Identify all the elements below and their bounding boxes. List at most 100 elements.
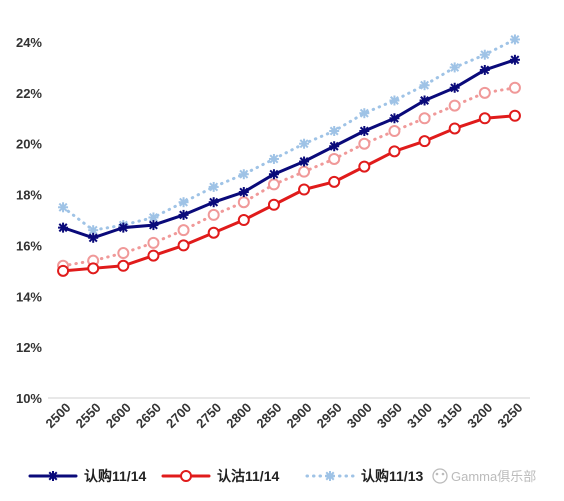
data-point [418,135,431,148]
data-point [88,225,99,236]
series-line [61,58,517,240]
data-point [448,122,461,135]
y-tick-label: 10% [16,391,42,406]
data-point [147,249,160,262]
data-point [118,222,129,233]
x-tick-label: 2600 [103,400,134,431]
data-point [388,125,401,137]
data-point [358,137,371,150]
watermark: Gamma俱乐部 [432,468,536,484]
x-tick-label: 3200 [464,400,495,431]
data-point [177,239,190,252]
data-point [178,209,189,220]
data-point [328,175,341,188]
data-point [87,262,100,275]
legend-label: 认购11/14 [84,468,146,484]
data-point [299,156,310,167]
data-point [57,264,70,277]
series-line [61,114,517,273]
data-point [299,138,310,149]
x-tick-label: 2750 [193,400,224,431]
data-point [509,34,520,45]
data-point [419,95,430,106]
series-2 [58,34,520,236]
x-tick-label: 2500 [43,400,74,431]
legend-item: 认沽11/14 [161,468,279,484]
data-point [148,220,159,231]
legend-item: 认购11/13 [305,468,423,484]
data-point [449,62,460,73]
data-point [419,80,430,91]
legend-marker [180,470,192,482]
legend: 认购11/14 认沽11/14 认购11/13 [28,468,423,484]
wechat-icon-dot [435,472,439,476]
data-point [478,112,491,125]
series-line [61,86,517,268]
data-point [207,226,220,239]
data-point [298,183,311,196]
data-point [329,141,340,152]
y-tick-label: 24% [16,35,42,50]
data-point [88,232,99,243]
data-point [359,126,370,136]
data-point [389,95,400,106]
data-point [328,152,341,165]
data-point [208,181,219,192]
data-point [449,82,460,93]
data-point [177,224,190,237]
wechat-icon [432,468,448,484]
data-point [207,208,220,221]
y-tick-label: 16% [16,238,42,253]
data-point [479,64,490,75]
x-tick-label: 2900 [284,400,315,431]
legend-marker [325,471,335,481]
series-0 [58,54,520,243]
y-tick-label: 22% [16,86,42,101]
data-point [178,197,189,208]
data-point [329,126,340,136]
y-tick-label: 14% [16,289,42,304]
legend-label: 认沽11/14 [217,468,279,484]
wechat-icon-dot [441,472,445,476]
data-point [117,259,130,272]
data-point [448,99,461,112]
x-tick-label: 3250 [494,400,525,431]
y-tick-label: 20% [16,137,42,152]
x-tick-label: 3150 [434,400,465,431]
data-point [298,165,311,178]
legend-label: 认购11/13 [361,468,423,484]
data-point [238,187,249,198]
x-tick-label: 2550 [73,400,104,431]
x-axis: 2500 2550 2600 2650 2700 2750 2800 2850 2900 2950… [43,397,530,431]
legend-marker [48,471,58,481]
y-tick-label: 12% [16,340,42,355]
watermark-text: Gamma俱乐部 [451,469,536,484]
data-point [238,169,249,180]
data-point [508,81,521,94]
x-tick-label: 3100 [404,400,435,431]
data-point [359,108,370,119]
data-point [479,49,490,60]
data-point [418,112,431,125]
data-point [237,214,250,226]
data-point [389,113,400,124]
x-tick-label: 3050 [374,400,405,431]
x-tick-label: 2850 [253,400,284,431]
x-tick-label: 3000 [344,400,375,431]
data-point [208,197,219,208]
data-point [478,86,491,99]
data-point [268,169,279,180]
data-point [358,160,371,173]
x-tick-label: 2950 [314,400,345,431]
data-point [268,153,279,164]
data-point [267,198,280,211]
data-point [267,178,280,191]
series-3 [57,81,521,272]
x-tick-label: 2650 [133,400,164,431]
y-tick-label: 18% [16,188,42,203]
data-point [388,145,401,158]
series-line [61,37,517,232]
data-point [58,202,69,213]
data-point [117,247,130,260]
